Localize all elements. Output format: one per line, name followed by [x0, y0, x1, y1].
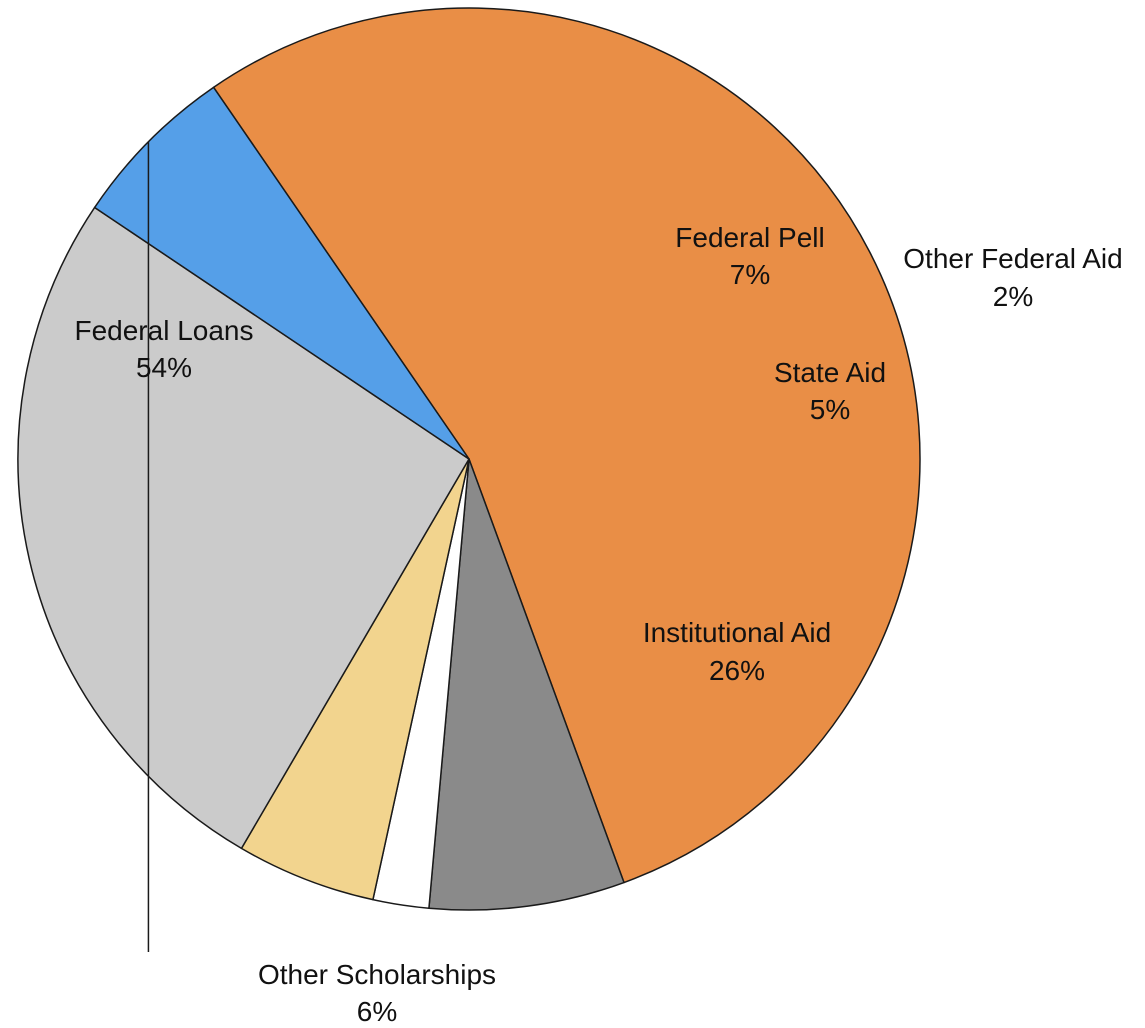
- slices-layer: [17, 7, 921, 911]
- slice-label-other-federal-aid: Other Federal Aid: [903, 243, 1122, 274]
- slice-value-federal-loans: 54%: [136, 352, 192, 383]
- pie-slice-federal-loans: [212, 7, 921, 884]
- pie-slice-federal-pell: [428, 458, 625, 911]
- slice-label-institutional-aid: Institutional Aid: [643, 617, 831, 648]
- pie-slice-institutional-aid: [17, 206, 470, 850]
- pie-slice-state-aid: [240, 458, 470, 901]
- labels-layer: Federal Loans 54% Federal Pell 7% Other Fede…: [74, 222, 1122, 1027]
- slice-value-institutional-aid: 26%: [709, 655, 765, 686]
- slice-label-federal-pell: Federal Pell: [675, 222, 824, 253]
- slice-value-other-scholarships: 6%: [357, 996, 397, 1027]
- slice-value-federal-pell: 7%: [730, 259, 770, 290]
- slice-value-other-federal-aid: 2%: [993, 281, 1033, 312]
- slice-label-other-scholarships: Other Scholarships: [258, 959, 496, 990]
- slice-value-state-aid: 5%: [810, 394, 850, 425]
- slice-label-state-aid: State Aid: [774, 357, 886, 388]
- slice-label-federal-loans: Federal Loans: [74, 315, 253, 346]
